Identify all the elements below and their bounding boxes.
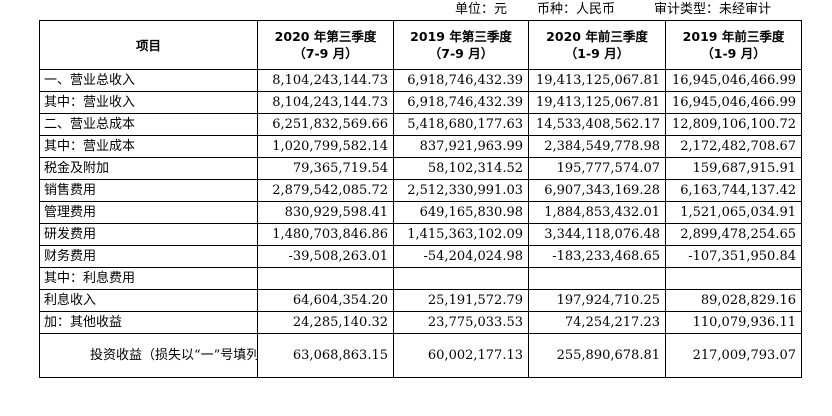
- cell-value: 1,020,799,582.14: [257, 135, 394, 158]
- row-label: 其中：营业收入: [39, 91, 258, 114]
- cell-value: 74,254,217.23: [528, 311, 666, 334]
- header-item: 项目: [39, 20, 258, 70]
- row-label: 税金及附加: [39, 157, 258, 180]
- cell-value: 63,068,863.15: [257, 333, 394, 378]
- cell-value: 23,775,033.53: [393, 311, 529, 334]
- cell-value: 6,163,744,137.42: [665, 179, 802, 202]
- cell-value: 6,907,343,169.28: [528, 179, 666, 202]
- table-row: 研发费用 1,480,703,846.86 1,415,363,102.09 3…: [39, 223, 802, 246]
- audit-type-label: 审计类型：未经审计: [654, 2, 772, 17]
- row-label: 销售费用: [39, 179, 258, 202]
- row-label: 一、营业总收入: [39, 69, 258, 92]
- cell-value: 5,418,680,177.63: [393, 113, 529, 136]
- cell-value: 14,533,408,562.17: [528, 113, 666, 136]
- cell-value: 197,924,710.25: [528, 289, 666, 312]
- cell-value: -107,351,950.84: [665, 245, 802, 268]
- cell-value: 60,002,177.13: [393, 333, 529, 378]
- cell-value: [257, 267, 394, 290]
- cell-value: 8,104,243,144.73: [257, 91, 394, 114]
- cell-value: 24,285,140.32: [257, 311, 394, 334]
- cell-value: -54,204,024.98: [393, 245, 529, 268]
- header-2019-ytd: 2019 年前三季度 （1-9 月）: [665, 20, 802, 70]
- header-2020-ytd: 2020 年前三季度 （1-9 月）: [528, 20, 666, 70]
- table-row: 投资收益（损失以“一”号填列） 63,068,863.15 60,002,177…: [39, 333, 802, 378]
- cell-value: 217,009,793.07: [665, 333, 802, 378]
- table-row: 税金及附加 79,365,719.54 58,102,314.52 195,77…: [39, 157, 802, 180]
- table-row: 财务费用 -39,508,263.01 -54,204,024.98 -183,…: [39, 245, 802, 268]
- cell-value: 89,028,829.16: [665, 289, 802, 312]
- cell-value: 8,104,243,144.73: [257, 69, 394, 92]
- cell-value: 16,945,046,466.99: [665, 91, 802, 114]
- table-row: 二、营业总成本 6,251,832,569.66 5,418,680,177.6…: [39, 113, 802, 136]
- cell-value: 19,413,125,067.81: [528, 91, 666, 114]
- cell-value: 110,079,936.11: [665, 311, 802, 334]
- table-header-row: 项目 2020 年第三季度 （7-9 月） 2019 年第三季度 （7-9 月） 2…: [39, 20, 802, 70]
- table-row: 加：其他收益 24,285,140.32 23,775,033.53 74,25…: [39, 311, 802, 334]
- cell-value: 6,918,746,432.39: [393, 69, 529, 92]
- cell-value: [665, 267, 802, 290]
- table-row: 一、营业总收入 8,104,243,144.73 6,918,746,432.3…: [39, 69, 802, 92]
- cell-value: 2,899,478,254.65: [665, 223, 802, 246]
- unit-line: 单位：元 币种：人民币 审计类型：未经审计: [0, 1, 832, 19]
- cell-value: 64,604,354.20: [257, 289, 394, 312]
- cell-value: 25,191,572.79: [393, 289, 529, 312]
- cell-value: 2,384,549,778.98: [528, 135, 666, 158]
- cell-value: 6,918,746,432.39: [393, 91, 529, 114]
- header-2019-q3: 2019 年第三季度 （7-9 月）: [393, 20, 529, 70]
- row-label: 其中：利息费用: [39, 267, 258, 290]
- row-label: 管理费用: [39, 201, 258, 224]
- cell-value: [528, 267, 666, 290]
- cell-value: 6,251,832,569.66: [257, 113, 394, 136]
- currency-label: 币种：人民币: [537, 2, 616, 17]
- cell-value: 2,512,330,991.03: [393, 179, 529, 202]
- cell-value: 12,809,106,100.72: [665, 113, 802, 136]
- row-label: 利息收入: [39, 289, 258, 312]
- cell-value: 2,172,482,708.67: [665, 135, 802, 158]
- cell-value: 58,102,314.52: [393, 157, 529, 180]
- table-row: 管理费用 830,929,598.41 649,165,830.98 1,884…: [39, 201, 802, 224]
- cell-value: 1,480,703,846.86: [257, 223, 394, 246]
- row-label: 研发费用: [39, 223, 258, 246]
- row-label: 二、营业总成本: [39, 113, 258, 136]
- cell-value: 1,521,065,034.91: [665, 201, 802, 224]
- cell-value: 649,165,830.98: [393, 201, 529, 224]
- cell-value: 159,687,915.91: [665, 157, 802, 180]
- row-label: 投资收益（损失以“一”号填列）: [39, 333, 258, 378]
- cell-value: 3,344,118,076.48: [528, 223, 666, 246]
- cell-value: [393, 267, 529, 290]
- cell-value: 19,413,125,067.81: [528, 69, 666, 92]
- table-row: 其中：利息费用: [39, 267, 802, 290]
- cell-value: 830,929,598.41: [257, 201, 394, 224]
- income-statement-table: 项目 2020 年第三季度 （7-9 月） 2019 年第三季度 （7-9 月） 2…: [39, 20, 802, 378]
- unit-label: 单位：元: [455, 2, 508, 17]
- cell-value: -39,508,263.01: [257, 245, 394, 268]
- table-row: 其中：营业收入 8,104,243,144.73 6,918,746,432.3…: [39, 91, 802, 114]
- table-row: 利息收入 64,604,354.20 25,191,572.79 197,924…: [39, 289, 802, 312]
- row-label: 财务费用: [39, 245, 258, 268]
- cell-value: -183,233,468.65: [528, 245, 666, 268]
- cell-value: 79,365,719.54: [257, 157, 394, 180]
- row-label: 其中：营业成本: [39, 135, 258, 158]
- cell-value: 1,884,853,432.01: [528, 201, 666, 224]
- cell-value: 16,945,046,466.99: [665, 69, 802, 92]
- row-label: 加：其他收益: [39, 311, 258, 334]
- cell-value: 2,879,542,085.72: [257, 179, 394, 202]
- table-row: 销售费用 2,879,542,085.72 2,512,330,991.03 6…: [39, 179, 802, 202]
- table-row: 其中：营业成本 1,020,799,582.14 837,921,963.99 …: [39, 135, 802, 158]
- cell-value: 195,777,574.07: [528, 157, 666, 180]
- cell-value: 1,415,363,102.09: [393, 223, 529, 246]
- cell-value: 837,921,963.99: [393, 135, 529, 158]
- cell-value: 255,890,678.81: [528, 333, 666, 378]
- header-2020-q3: 2020 年第三季度 （7-9 月）: [257, 20, 394, 70]
